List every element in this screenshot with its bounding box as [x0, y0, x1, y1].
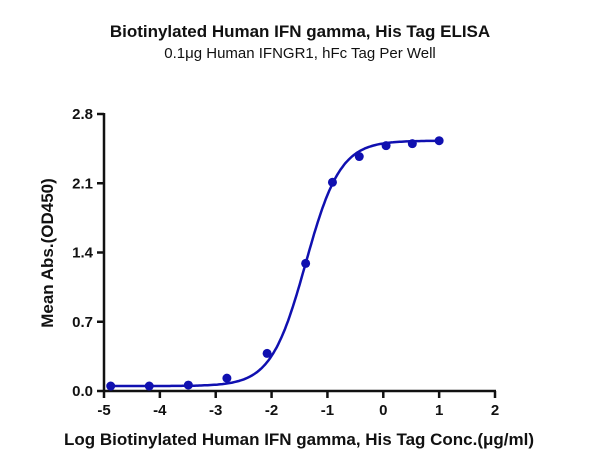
data-point — [301, 258, 311, 268]
y-tick-label: 0.7 — [72, 314, 93, 331]
fit-curve — [110, 139, 440, 388]
data-point — [262, 348, 272, 358]
x-axis-label: Log Biotinylated Human IFN gamma, His Ta… — [64, 430, 534, 449]
chart-title: Biotinylated Human IFN gamma, His Tag EL… — [109, 22, 491, 41]
x-tick-label: -2 — [265, 402, 278, 419]
x-tick-label: 2 — [491, 402, 499, 419]
data-point — [144, 381, 154, 391]
x-tick-label: -1 — [321, 402, 334, 419]
y-tick-label: 0.0 — [72, 383, 93, 400]
chart-subtitle: 0.1μg Human IFNGR1, hFc Tag Per Well — [164, 45, 436, 62]
data-point — [407, 139, 417, 149]
data-point — [183, 380, 193, 390]
data-point — [354, 152, 364, 162]
y-axis-label: Mean Abs.(OD450) — [38, 178, 57, 328]
x-tick-label: -5 — [97, 402, 110, 419]
data-point — [381, 141, 391, 151]
x-tick-label: 1 — [435, 402, 443, 419]
y-tick-label: 2.8 — [72, 106, 93, 123]
data-point — [106, 381, 116, 391]
x-tick-label: 0 — [379, 402, 387, 419]
y-tick-label: 1.4 — [72, 245, 94, 262]
data-point — [222, 373, 232, 383]
data-point — [434, 136, 444, 146]
x-tick-label: -3 — [209, 402, 222, 419]
y-tick-label: 2.1 — [72, 175, 93, 192]
data-point — [327, 177, 337, 187]
x-tick-label: -4 — [153, 402, 167, 419]
